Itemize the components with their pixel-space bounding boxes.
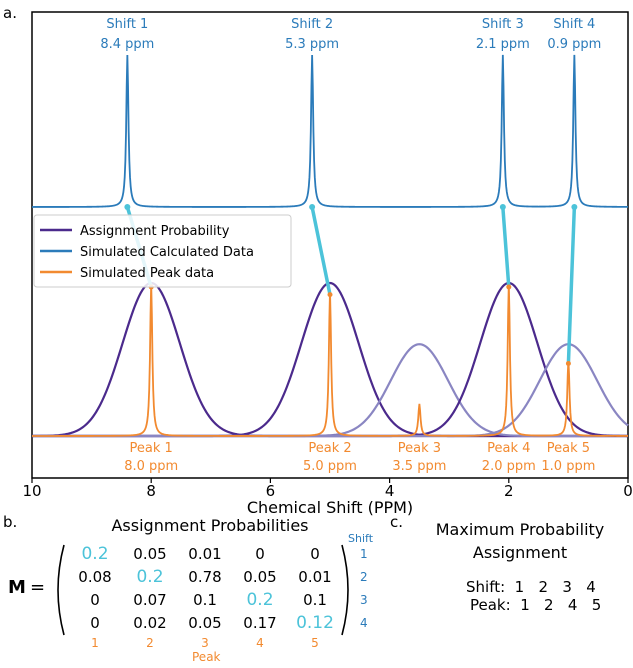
x-axis-label: Chemical Shift (PPM)	[247, 498, 413, 517]
x-tick-label-2: 2	[504, 482, 514, 500]
matrix-cell-3-2: 0.07	[125, 591, 175, 609]
assignment-title-line1: Maximum Probability	[410, 520, 630, 539]
shift-label-1: Shift 1	[106, 17, 148, 32]
shift-value-2: 5.3 ppm	[285, 37, 339, 52]
matrix-cell-1-2: 0.05	[125, 545, 175, 563]
legend-entry-2: Simulated Calculated Data	[80, 245, 254, 260]
peak-label-2: Peak 2	[308, 441, 351, 456]
matrix-row-number-2: 2	[360, 570, 368, 584]
matrix-cell-3-4: 0.2	[235, 590, 285, 610]
peak-label-5: Peak 5	[547, 441, 590, 456]
matrix-cell-4-2: 0.02	[125, 614, 175, 632]
matrix-cell-2-4: 0.05	[235, 568, 285, 586]
matrix-cell-1-5: 0	[290, 545, 340, 563]
matrix-col-number-3: 3	[190, 636, 220, 650]
shift-value-1: 8.4 ppm	[100, 37, 154, 52]
peak-label-1: Peak 1	[130, 441, 173, 456]
matrix-cell-4-4: 0.17	[235, 614, 285, 632]
x-tick-label-10: 10	[22, 482, 41, 500]
assignment-title-line2: Assignment	[410, 543, 630, 562]
matrix-row-number-4: 4	[360, 616, 368, 630]
matrix-cell-4-5: 0.12	[290, 613, 340, 633]
peak-label-3: Peak 3	[398, 441, 441, 456]
link-start-dot-1	[124, 204, 130, 210]
shift-value-3: 2.1 ppm	[476, 37, 530, 52]
peak-label-4: Peak 4	[487, 441, 530, 456]
legend-entry-1: Assignment Probability	[80, 224, 230, 239]
shift-label-3: Shift 3	[482, 17, 524, 32]
matrix-cell-4-3: 0.05	[180, 614, 230, 632]
link-end-dot-4	[566, 361, 571, 366]
matrix-cell-2-5: 0.01	[290, 568, 340, 586]
peak-footer: Peak	[192, 650, 221, 664]
matrix-cell-3-1: 0	[70, 591, 120, 609]
x-tick-label-8: 8	[146, 482, 156, 500]
peak-value-2: 5.0 ppm	[303, 459, 357, 474]
matrix-cell-3-5: 0.1	[290, 591, 340, 609]
assignment-peak-row: Peak: 1 2 4 5	[470, 596, 601, 614]
matrix-row-number-3: 3	[360, 593, 368, 607]
shift-label-4: Shift 4	[553, 17, 595, 32]
probability-curve-5	[32, 344, 628, 436]
peak-value-3: 3.5 ppm	[392, 459, 446, 474]
link-start-dot-4	[571, 204, 577, 210]
matrix-row-number-1: 1	[360, 547, 368, 561]
calculated-spectrum-line	[32, 55, 628, 207]
assignment-link-4	[568, 207, 574, 364]
matrix-col-number-2: 2	[135, 636, 165, 650]
matrix-equals: =	[30, 577, 45, 598]
x-tick-label-0: 0	[623, 482, 633, 500]
panel-label-a: a.	[3, 4, 17, 22]
matrix-col-number-4: 4	[245, 636, 275, 650]
peak-value-1: 8.0 ppm	[124, 459, 178, 474]
probability-curve-3	[32, 344, 628, 436]
matrix-cell-3-3: 0.1	[180, 591, 230, 609]
link-end-dot-2	[328, 292, 333, 297]
assignment-link-3	[503, 207, 509, 287]
matrix-cell-2-3: 0.78	[180, 568, 230, 586]
assignment-shift-row: Shift: 1 2 3 4	[466, 578, 596, 596]
peak-value-4: 2.0 ppm	[482, 459, 536, 474]
matrix-cell-4-1: 0	[70, 614, 120, 632]
matrix-symbol: M	[8, 577, 26, 598]
shift-label-2: Shift 2	[291, 17, 333, 32]
legend: Assignment Probability Simulated Calculat…	[34, 215, 291, 287]
matrix-col-number-1: 1	[80, 636, 110, 650]
assignment-link-2	[312, 207, 330, 295]
shift-value-4: 0.9 ppm	[547, 37, 601, 52]
matrix-cell-1-1: 0.2	[70, 544, 120, 564]
peak-value-5: 1.0 ppm	[541, 459, 595, 474]
link-start-dot-3	[500, 204, 506, 210]
link-start-dot-2	[309, 204, 315, 210]
matrix-cell-1-3: 0.01	[180, 545, 230, 563]
panel-label-c: c.	[390, 513, 403, 531]
matrix-title: Assignment Probabilities	[70, 516, 350, 535]
link-end-dot-3	[506, 285, 511, 290]
panel-label-b: b.	[3, 513, 17, 531]
legend-entry-3: Simulated Peak data	[80, 266, 214, 281]
shift-header: Shift	[348, 532, 373, 545]
peak-spectrum-line	[32, 283, 628, 436]
matrix-col-number-5: 5	[300, 636, 330, 650]
matrix-cell-2-1: 0.08	[70, 568, 120, 586]
spectrum-chart: Shift 1 8.4 ppm Shift 2 5.3 ppm Shift 3 2.1 p…	[0, 0, 633, 525]
matrix-cell-1-4: 0	[235, 545, 285, 563]
matrix-cell-2-2: 0.2	[125, 567, 175, 587]
